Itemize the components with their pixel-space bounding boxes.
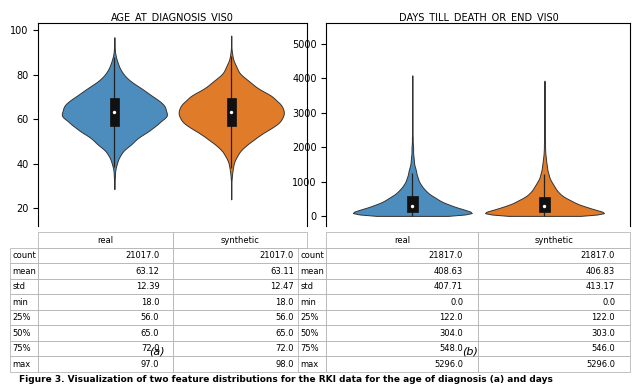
Bar (109, 99, 119, 126)
Bar (540, 197, 550, 212)
Point (540, 203, 550, 209)
Text: (a): (a) (149, 347, 164, 357)
Text: Figure 3. Visualization of two feature distributions for the RKI data for the ag: Figure 3. Visualization of two feature d… (19, 375, 553, 384)
Title: DAYS_TILL_DEATH_OR_END_VIS0: DAYS_TILL_DEATH_OR_END_VIS0 (399, 12, 558, 23)
Bar (227, 98, 236, 126)
Text: (b): (b) (463, 347, 478, 357)
Point (407, 203, 417, 209)
Title: AGE_AT_DIAGNOSIS_VIS0: AGE_AT_DIAGNOSIS_VIS0 (111, 12, 234, 23)
Bar (407, 197, 418, 212)
Point (226, 109, 236, 115)
Point (109, 109, 120, 115)
